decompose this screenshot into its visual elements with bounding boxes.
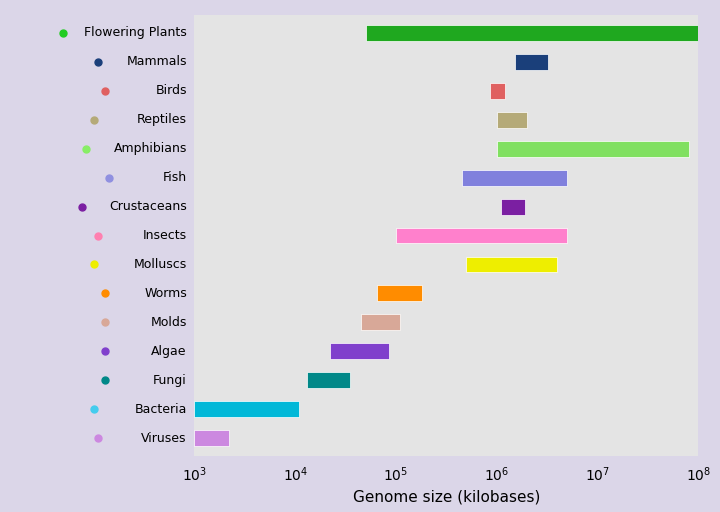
Text: Molds: Molds (150, 316, 187, 329)
Text: Bacteria: Bacteria (135, 403, 187, 416)
Text: Worms: Worms (144, 287, 187, 300)
Text: Algae: Algae (151, 345, 187, 358)
Text: Crustaceans: Crustaceans (109, 200, 187, 213)
X-axis label: Genome size (kilobases): Genome size (kilobases) (353, 489, 540, 504)
Text: Fish: Fish (163, 171, 187, 184)
Bar (194, 401, 300, 417)
Bar (501, 199, 525, 215)
Bar (366, 25, 698, 41)
Bar (361, 314, 400, 330)
Bar (462, 169, 567, 185)
Bar (194, 430, 229, 446)
Text: Insects: Insects (143, 229, 187, 242)
Bar (497, 112, 527, 127)
Bar (396, 227, 567, 244)
Text: Reptiles: Reptiles (137, 113, 187, 126)
Text: Flowering Plants: Flowering Plants (84, 26, 187, 39)
Bar (330, 344, 389, 359)
Text: Viruses: Viruses (141, 432, 187, 445)
Text: Birds: Birds (156, 84, 187, 97)
Bar (497, 141, 688, 157)
Bar (467, 257, 557, 272)
Text: Fungi: Fungi (153, 374, 187, 387)
Bar (307, 372, 350, 388)
Text: Amphibians: Amphibians (114, 142, 187, 155)
Text: Mammals: Mammals (126, 55, 187, 68)
Bar (377, 286, 422, 302)
Bar (515, 54, 548, 70)
Bar (490, 83, 505, 99)
Text: Molluscs: Molluscs (134, 258, 187, 271)
